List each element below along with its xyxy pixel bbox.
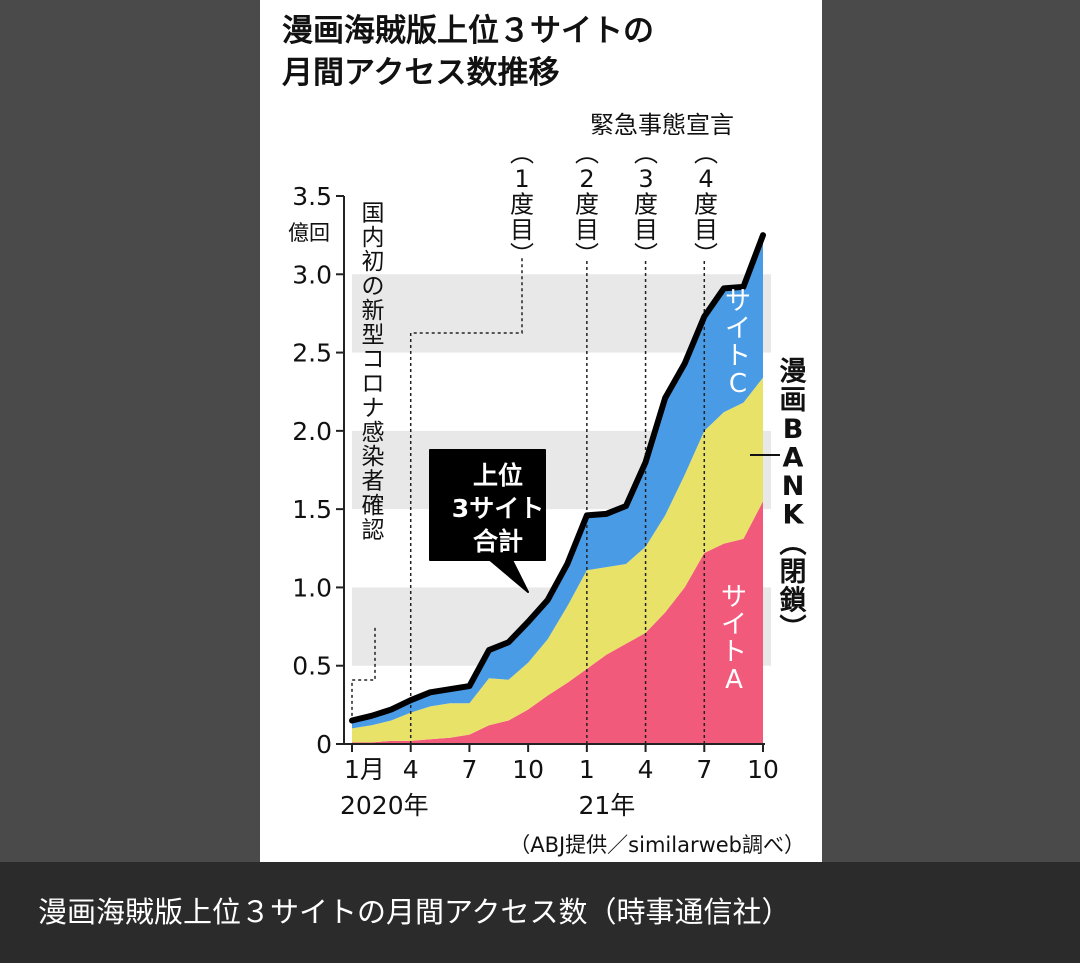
emergency-label-1-char: 度 [510, 190, 534, 218]
total-callout-line: 上位 [473, 461, 523, 490]
chart-title-line2: 月間アクセス数推移 [282, 55, 560, 91]
site-a-label-char: サ [721, 583, 747, 613]
chart-figure: 漫画海賊版上位３サイトの 月間アクセス数推移 0 0.5 1.0 1.5 2.0 2.5 3… [260, 0, 822, 862]
y-tick-label: 1.0 [292, 573, 332, 602]
chart-title-line1: 漫画海賊版上位３サイトの [282, 13, 654, 49]
x-tick-label: 7 [696, 755, 712, 784]
x-year-label: 2020年 [340, 791, 429, 820]
total-line [349, 232, 766, 724]
emergency-label-3-char: 度 [634, 190, 658, 218]
emergency-label-4-char: 度 [694, 190, 718, 218]
x-tick-label: 1月 [344, 755, 385, 784]
site-c-label-char: ト [725, 342, 751, 372]
emergency-label-4: ︵4度目︶ [694, 139, 718, 269]
manga-bank-label-char: 鎖 [780, 585, 807, 617]
emergency-label-2: ︵2度目︶ [575, 139, 599, 269]
manga-bank-label-char: ︶ [780, 614, 807, 645]
covid-annotation-char: の [362, 274, 385, 300]
emergency-label-1-char: 目 [510, 216, 534, 244]
emergency-label-3-char: 目 [634, 216, 658, 244]
area-series-0 [352, 501, 763, 744]
emergency-line [409, 258, 523, 744]
covid-annotation-char: コ [362, 347, 385, 373]
covid-annotation-char: ナ [362, 395, 385, 421]
manga-bank-label-char: K [783, 500, 805, 531]
covid-annotation-char: 国 [362, 200, 385, 226]
x-tick-label: 1 [579, 755, 595, 784]
manga-bank-label-char: B [783, 414, 804, 445]
covid-annotation-char: 確 [362, 493, 385, 519]
site-c-label-char: C [729, 369, 747, 399]
manga-bank-label-char: 閉 [780, 557, 807, 588]
manga-bank-label-char: N [782, 471, 805, 502]
emergency-label-3-char: 3 [638, 165, 653, 193]
source-note: （ABJ提供／similarweb調べ） [509, 833, 805, 857]
emergency-label-3-char: ︶ [634, 241, 658, 269]
area-series-2 [352, 235, 763, 729]
manga-bank-label-char: ︵ [780, 528, 807, 559]
chart-title: 漫画海賊版上位３サイトの 月間アクセス数推移 [282, 10, 654, 94]
x-tick-label: 10 [747, 755, 779, 784]
y-tick-label: 2.0 [292, 417, 332, 446]
emergency-label-3: ︵3度目︶ [634, 139, 658, 269]
emergency-label-2-char: ︵ [575, 139, 599, 167]
site-c-label-char: イ [725, 314, 751, 344]
total-callout-box [429, 449, 546, 593]
manga-bank-label-char: 漫 [780, 357, 807, 388]
y-tick-label: 2.5 [292, 339, 332, 368]
y-unit-label: 億回 [288, 221, 330, 245]
emergency-title: 緊急事態宣言 [590, 111, 734, 139]
emergency-label-1-char: ︶ [510, 241, 534, 269]
image-caption: 漫画海賊版上位３サイトの月間アクセス数（時事通信社） [38, 895, 791, 929]
emergency-label-1-char: 1 [514, 165, 529, 193]
x-year-label: 21年 [578, 791, 635, 820]
site-c-label-char: サ [725, 287, 751, 317]
covid-annotation-char: 内 [362, 225, 385, 251]
y-tick-label: 3.0 [292, 260, 332, 289]
total-callout-line: 3サイト [452, 494, 544, 523]
covid-annotation-char: 新 [362, 298, 385, 324]
covid-annotation-char: 認 [362, 517, 385, 543]
covid-annotation-char: ロ [362, 371, 385, 397]
emergency-label-4-char: 目 [694, 216, 718, 244]
site-a-label-char: イ [721, 610, 747, 640]
x-tick-label: 7 [461, 755, 477, 784]
y-tick-label: 1.5 [292, 495, 332, 524]
emergency-label-1-char: ︵ [510, 139, 534, 167]
x-tick-label: 10 [512, 755, 544, 784]
covid-annotation-char: 者 [362, 469, 385, 495]
x-tick-label: 4 [638, 755, 654, 784]
manga-bank-label-char: A [783, 442, 804, 473]
emergency-label-1: ︵1度目︶ [510, 139, 534, 269]
access-chart: 0 0.5 1.0 1.5 2.0 2.5 3.0 3.5 億回 1月 4 7 10 1 4 7 10 2020年… [288, 111, 807, 857]
emergency-label-3-char: ︵ [634, 139, 658, 167]
covid-annotation-char: 感 [362, 420, 385, 446]
y-tick-label: 0.5 [292, 652, 332, 681]
emergency-label-4-char: ︶ [694, 241, 718, 269]
covid-annotation-char: 染 [362, 444, 385, 470]
covid-annotation-char: 型 [362, 322, 385, 348]
total-callout-line: 合計 [473, 527, 523, 556]
y-tick-label: 0 [316, 730, 332, 759]
emergency-label-2-char: 度 [575, 190, 599, 218]
emergency-label-2-char: ︶ [575, 241, 599, 269]
emergency-label-4-char: ︵ [694, 139, 718, 167]
covid-leader-line [351, 625, 376, 716]
caption-bar: 漫画海賊版上位３サイトの月間アクセス数（時事通信社） [0, 862, 1080, 963]
emergency-label-2-char: 2 [579, 165, 594, 193]
covid-annotation-char: 初 [362, 249, 385, 275]
emergency-label-2-char: 目 [575, 216, 599, 244]
emergency-label-4-char: 4 [698, 165, 713, 193]
y-tick-label: 3.5 [292, 182, 332, 211]
area-series-1 [352, 377, 763, 743]
site-a-label-char: A [725, 665, 743, 695]
x-tick-label: 4 [403, 755, 419, 784]
site-a-label-char: ト [721, 638, 747, 668]
manga-bank-label-char: 画 [780, 385, 807, 416]
